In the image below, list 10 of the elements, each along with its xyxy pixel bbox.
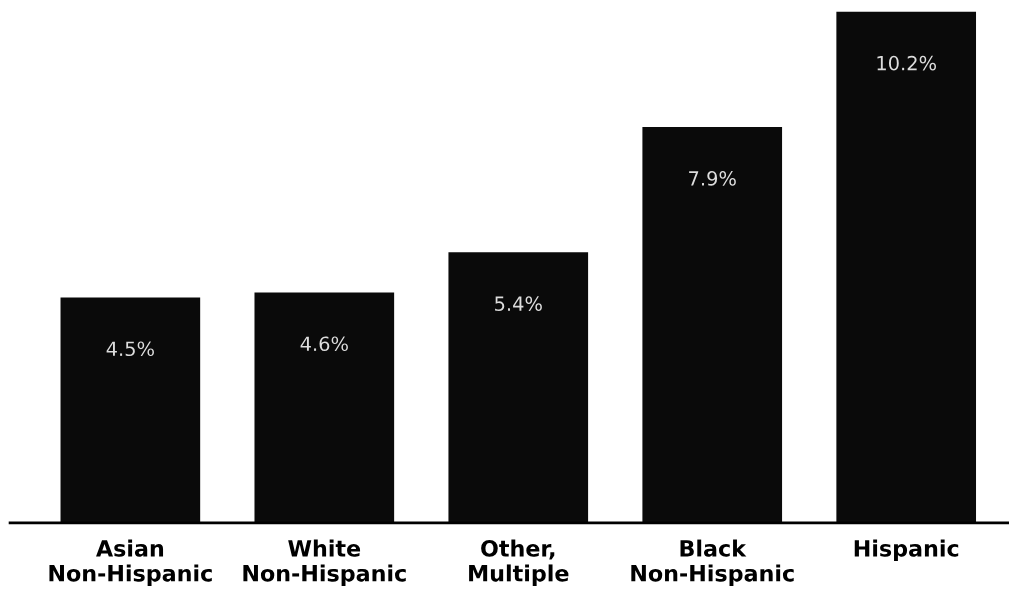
x-tick-label: Hispanic (854, 539, 959, 562)
data-label: 5.4% (495, 296, 542, 312)
data-label: 4.6% (300, 336, 348, 352)
data-label: 7.9% (689, 171, 736, 186)
data-label: 4.5% (106, 341, 154, 357)
x-tick-label: White Non-Hispanic (243, 539, 406, 586)
x-tick-label: Black Non-Hispanic (631, 539, 794, 586)
x-tick-label: Other, Multiple (469, 539, 569, 586)
data-label: 10.2% (877, 55, 937, 71)
x-tick-label: Asian Non-Hispanic (49, 539, 212, 586)
